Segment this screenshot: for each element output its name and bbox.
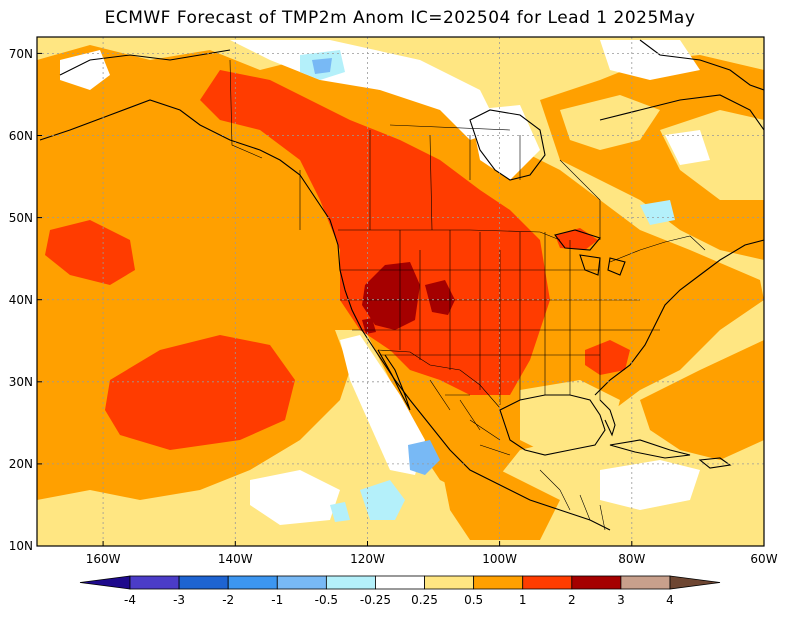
field-darkred-east	[425, 280, 455, 315]
lat-label-20n: 20N	[9, 457, 33, 471]
colorbar-swatch	[424, 575, 475, 590]
lat-label-10n: 10N	[9, 539, 33, 553]
lon-label-140w: 140W	[218, 552, 253, 566]
plot-frame	[36, 36, 765, 547]
coastline-eastcoast	[594, 239, 764, 396]
colorbar-label: 3	[617, 593, 625, 607]
coastlines	[39, 39, 764, 531]
border-us-mexico	[377, 349, 501, 409]
colorbar-swatch	[276, 575, 327, 590]
map-title: ECMWF Forecast of TMP2m Anom IC=202504 f…	[104, 8, 696, 28]
field-white-mexico	[250, 470, 340, 525]
coastline-greenland	[639, 39, 764, 91]
lat-label-70n: 70N	[9, 47, 33, 61]
lon-label-60w: 60W	[750, 552, 777, 566]
colorbar-label: -3	[173, 593, 185, 607]
field-red-pacific2	[105, 335, 295, 450]
colorbar-label: -4	[124, 593, 136, 607]
field-white-hudson	[470, 105, 540, 180]
coastline-gulf	[499, 394, 606, 456]
colorbar-label: 1	[519, 593, 527, 607]
coastline-hispaniola	[698, 457, 732, 469]
colorbar-swatch-min	[79, 575, 131, 590]
field-blue-arctic	[312, 58, 332, 74]
axis-ticks	[37, 52, 633, 547]
lat-label-60n: 60N	[9, 129, 33, 143]
graticule	[37, 37, 764, 546]
field-lightblue-east	[640, 200, 675, 225]
field-white-greenland	[600, 40, 700, 80]
colorbar-label: 4	[666, 593, 674, 607]
coastline-baja	[377, 349, 411, 411]
field-white-baja	[340, 335, 425, 475]
colorbar-swatch	[129, 575, 180, 590]
field-yellow-gulf	[520, 380, 620, 460]
lon-label-120w: 120W	[350, 552, 385, 566]
colorbar-label: 0.25	[411, 593, 438, 607]
colorbar-label: -1	[271, 593, 283, 607]
colorbar-swatch	[473, 575, 524, 590]
border-mexico-states	[429, 379, 561, 491]
coastline-cuba	[609, 439, 691, 459]
colorbar-swatch	[227, 575, 278, 590]
colorbar-label: -2	[222, 593, 234, 607]
colorbar-swatch	[375, 575, 425, 590]
coastline-arctic	[59, 49, 231, 76]
colorbar-swatch	[178, 575, 229, 590]
anomaly-field	[37, 37, 764, 546]
lon-label-100w: 100W	[482, 552, 517, 566]
lon-label-80w: 80W	[618, 552, 645, 566]
coastline-greatlakes	[554, 229, 626, 276]
colorbar-swatch	[620, 575, 671, 590]
lat-labels: 10N 20N 30N 40N 50N 60N 70N	[9, 47, 33, 553]
colorbar-label: 2	[568, 593, 576, 607]
colorbar-label: -0.5	[315, 593, 338, 607]
field-yellow-hudson	[560, 95, 660, 150]
coastline-hudson	[469, 109, 546, 181]
colorbar-swatch	[325, 575, 376, 590]
lon-label-160w: 160W	[86, 552, 121, 566]
coastline-alaska	[39, 99, 311, 191]
field-white-arctic	[230, 40, 500, 140]
colorbar-label: 0.5	[464, 593, 483, 607]
field-white-labrador	[665, 130, 710, 165]
field-red-pacific1	[45, 220, 135, 285]
lat-label-30n: 30N	[9, 375, 33, 389]
border-us-states	[340, 230, 660, 405]
border-us-canada	[338, 229, 706, 263]
coastline-florida	[599, 399, 616, 437]
field-orange-south	[440, 460, 560, 540]
coastline-labrador	[599, 94, 764, 131]
field-lightblue-south2	[330, 502, 350, 522]
colorbar-swatch-max	[669, 575, 721, 590]
political-borders	[229, 59, 706, 531]
colorbar-label: -0.25	[360, 593, 391, 607]
colorbar: -4 -3 -2 -1 -0.5 -0.25 0.25 0.5 1 2 3 4	[79, 575, 721, 607]
field-orange-atlantic	[640, 340, 764, 460]
field-white-north	[60, 50, 110, 90]
lat-label-40n: 40N	[9, 293, 33, 307]
colorbar-swatch	[522, 575, 573, 590]
field-blue-mexico	[408, 440, 440, 475]
field-white-carib	[600, 460, 700, 510]
lon-labels: 160W 140W 120W 100W 80W 60W	[86, 552, 778, 566]
field-red-west	[200, 70, 550, 395]
colorbar-swatch	[571, 575, 622, 590]
border-canada-provinces	[299, 124, 601, 240]
lat-label-50n: 50N	[9, 211, 33, 225]
border-alaska-canada	[229, 59, 263, 159]
border-central-america	[559, 489, 606, 531]
field-darkred-core	[362, 262, 420, 330]
field-red-southeast	[585, 340, 630, 375]
field-lightblue-south	[360, 480, 405, 520]
